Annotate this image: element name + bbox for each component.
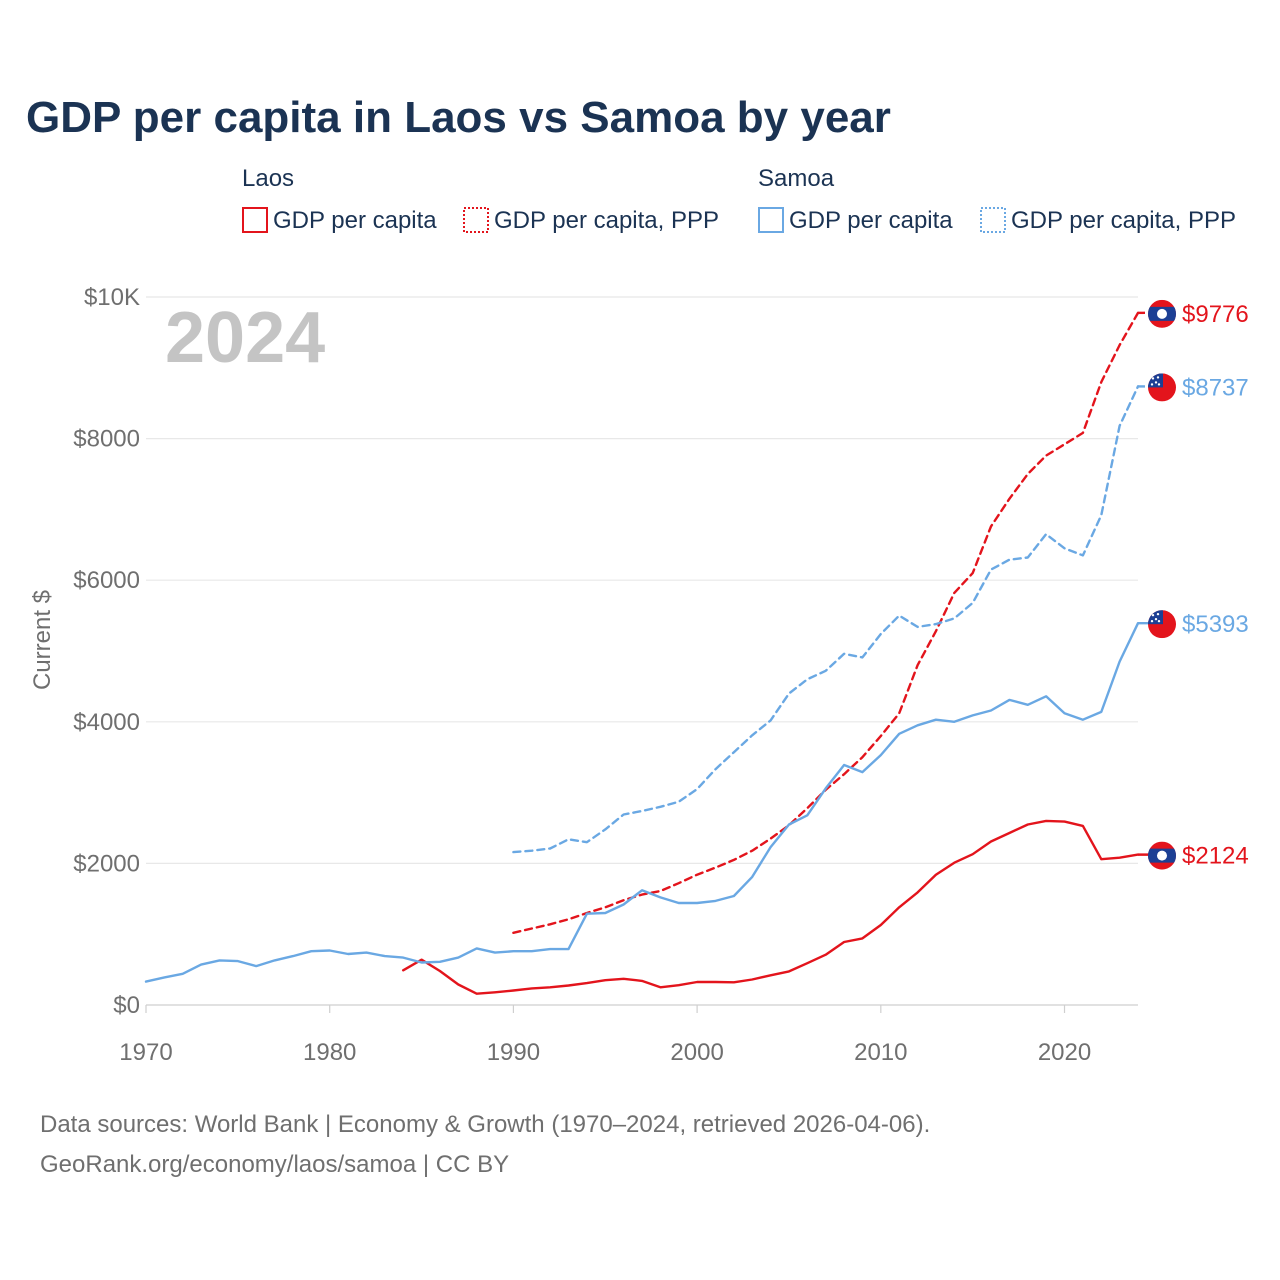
end-value-label: $2124 — [1182, 843, 1249, 870]
legend-label-laos-gdp[interactable]: GDP per capita — [273, 207, 437, 234]
end-marker-laos: $9776 — [1148, 299, 1249, 328]
end-value-label: $9776 — [1182, 301, 1249, 328]
y-axis: $0 $2000 $4000 $6000 $8000 $10K — [73, 284, 140, 1019]
y-tick-label: $6000 — [73, 567, 140, 594]
legend-swatch-samoa-gdp — [758, 207, 784, 233]
legend-swatch-laos-ppp — [463, 207, 489, 233]
series-line-laos-ppp[interactable] — [512, 311, 1140, 934]
end-value-label: $8737 — [1182, 374, 1249, 401]
legend-label-samoa-ppp[interactable]: GDP per capita, PPP — [1011, 207, 1236, 234]
x-tick-label: 1970 — [119, 1039, 172, 1066]
x-tick-label: 2020 — [1038, 1039, 1091, 1066]
y-tick-label: $2000 — [73, 850, 140, 877]
end-markers: $2124 $9776 $5393 $8737 — [1148, 299, 1249, 870]
grid-lines — [146, 296, 1138, 1006]
source-line-1: Data sources: World Bank | Economy & Gro… — [40, 1111, 930, 1138]
legend-group-laos: Laos — [242, 165, 294, 192]
source-line-2: GeoRank.org/economy/laos/samoa | CC BY — [40, 1151, 509, 1178]
y-tick-label: $8000 — [73, 426, 140, 453]
samoa-flag-icon — [1148, 610, 1176, 639]
x-tick-label: 1980 — [303, 1039, 356, 1066]
chart-title: GDP per capita in Laos vs Samoa by year — [26, 93, 891, 142]
end-value-label: $5393 — [1182, 611, 1249, 638]
year-watermark: 2024 — [165, 298, 325, 378]
y-axis-label: Current $ — [29, 590, 56, 690]
series-line-laos-gdp[interactable] — [402, 819, 1140, 995]
end-marker-laos: $2124 — [1148, 841, 1249, 870]
end-marker-samoa: $5393 — [1148, 610, 1249, 639]
end-marker-samoa: $8737 — [1148, 373, 1249, 402]
series-line-samoa-gdp[interactable] — [144, 622, 1140, 983]
legend-group-samoa: Samoa — [758, 165, 835, 192]
samoa-flag-icon — [1148, 373, 1176, 402]
y-tick-label: $0 — [113, 992, 140, 1019]
series-line-samoa-ppp[interactable] — [512, 385, 1140, 854]
x-axis: 1970 1980 1990 2000 2010 2020 — [119, 1005, 1091, 1066]
laos-flag-icon — [1148, 841, 1176, 870]
x-tick-label: 2010 — [854, 1039, 907, 1066]
y-tick-label: $10K — [84, 284, 140, 311]
x-tick-label: 1990 — [487, 1039, 540, 1066]
legend-label-laos-ppp[interactable]: GDP per capita, PPP — [494, 207, 719, 234]
laos-flag-icon — [1148, 299, 1176, 328]
series-lines — [144, 311, 1162, 995]
legend-swatch-samoa-ppp — [980, 207, 1006, 233]
x-tick-label: 2000 — [670, 1039, 723, 1066]
legend-swatch-laos-gdp — [242, 207, 268, 233]
legend-label-samoa-gdp[interactable]: GDP per capita — [789, 207, 953, 234]
legend[interactable]: Laos GDP per capita GDP per capita, PPP … — [242, 165, 1236, 234]
y-tick-label: $4000 — [73, 709, 140, 736]
source-note: Data sources: World Bank | Economy & Gro… — [40, 1111, 930, 1178]
